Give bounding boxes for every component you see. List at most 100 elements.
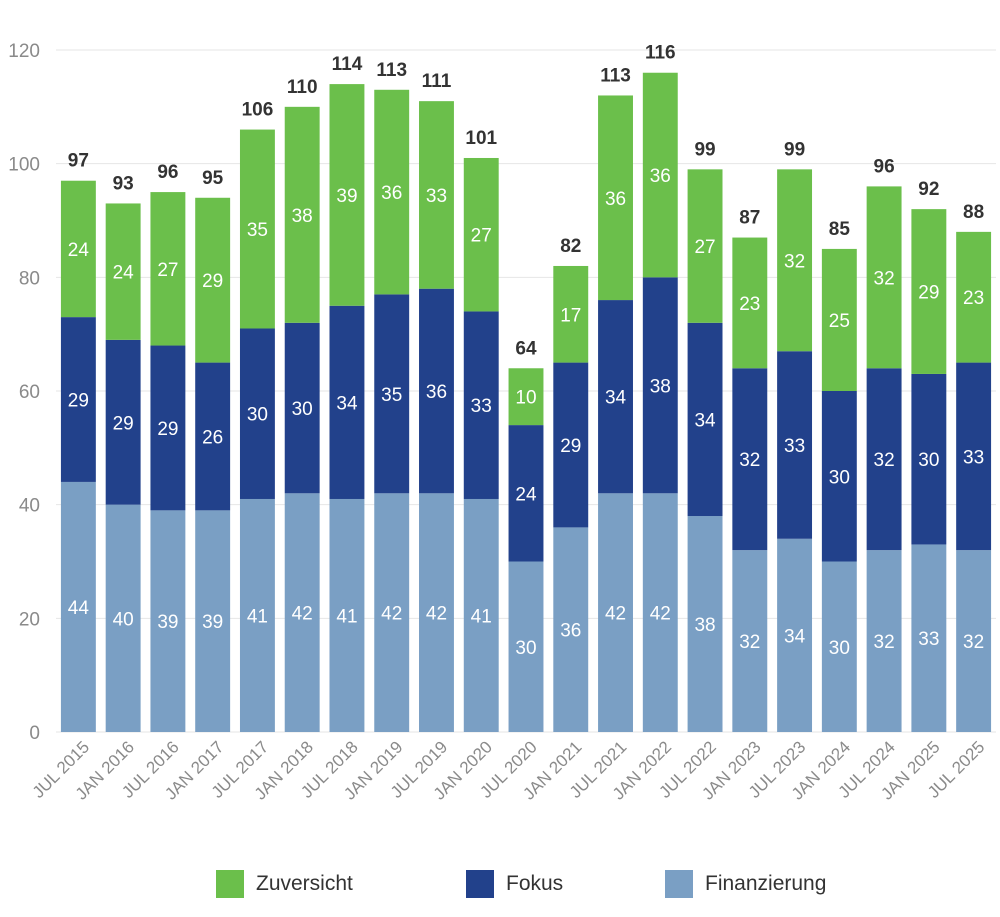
- segment-value-label: 41: [247, 606, 268, 627]
- bar-segment-finanzierung: [463, 498, 499, 732]
- bar-segment-zuversicht: [821, 248, 857, 391]
- bar-segment-fokus: [150, 345, 186, 511]
- bars: [60, 72, 992, 732]
- bar-segment-zuversicht: [956, 231, 992, 363]
- total-value-label: 113: [376, 60, 407, 81]
- bar-segment-zuversicht: [419, 101, 454, 289]
- total-value-label: 95: [202, 168, 224, 189]
- segment-labels: 44 29 24 40 29 24 39 29 27 39 26 29 41 30 35 42 30 38 41 34…: [68, 166, 984, 659]
- bar-segment-fokus: [732, 368, 768, 551]
- y-tick-label: 20: [19, 609, 40, 630]
- segment-value-label: 39: [202, 612, 223, 633]
- segment-value-label: 40: [113, 609, 134, 630]
- segment-value-label: 42: [426, 604, 447, 625]
- bar-segment-fokus: [508, 425, 544, 562]
- segment-value-label: 10: [515, 388, 536, 409]
- segment-value-label: 29: [157, 419, 178, 440]
- y-tick-label: 80: [19, 268, 40, 289]
- segment-value-label: 33: [918, 629, 939, 650]
- total-value-label: 110: [287, 77, 318, 98]
- segment-value-label: 38: [694, 615, 715, 636]
- segment-value-label: 26: [202, 427, 223, 448]
- segment-value-label: 30: [515, 638, 536, 659]
- total-labels: 97 93 96 95 106 110 114 113 111 101 64 82 113 116 99 87…: [68, 43, 984, 360]
- bar-segment-fokus: [329, 305, 365, 499]
- legend-label-zuversicht: Zuversicht: [256, 872, 353, 895]
- bar-segment-finanzierung: [687, 516, 723, 732]
- total-value-label: 97: [68, 151, 89, 172]
- segment-value-label: 42: [650, 604, 671, 625]
- legend-item-zuversicht: Zuversicht: [216, 870, 353, 898]
- bar-segment-zuversicht: [732, 237, 768, 369]
- segment-value-label: 35: [381, 385, 402, 406]
- total-value-label: 88: [963, 202, 984, 223]
- bar-segment-zuversicht: [687, 169, 723, 323]
- bar-segment-zuversicht: [195, 197, 231, 363]
- segment-value-label: 39: [157, 612, 178, 633]
- segment-value-label: 25: [829, 311, 850, 332]
- legend-swatch-zuversicht: [216, 870, 244, 898]
- segment-value-label: 30: [292, 399, 313, 420]
- legend-item-fokus: Fokus: [466, 870, 563, 898]
- total-value-label: 106: [242, 100, 274, 121]
- segment-value-label: 32: [874, 450, 895, 471]
- bar-segment-fokus: [284, 322, 320, 494]
- bar-segment-finanzierung: [508, 561, 544, 732]
- segment-value-label: 30: [829, 467, 850, 488]
- segment-value-label: 32: [739, 632, 760, 653]
- bar-segment-fokus: [642, 277, 678, 494]
- legend-label-finanzierung: Finanzierung: [705, 872, 827, 895]
- bar-segment-zuversicht: [374, 89, 410, 295]
- bar-segment-finanzierung: [60, 481, 96, 732]
- total-value-label: 114: [332, 54, 363, 75]
- bar-segment-zuversicht: [911, 209, 947, 374]
- bar-segment-zuversicht: [239, 129, 275, 329]
- bar-segment-zuversicht: [463, 157, 499, 312]
- segment-value-label: 41: [471, 606, 492, 627]
- bar-segment-finanzierung: [150, 510, 186, 732]
- segment-value-label: 27: [471, 226, 492, 247]
- stacked-bar-chart: 0 20 40 60 80 100 120 44 29 24 40 29 24 39 29 27 39 26 29…: [8, 41, 996, 804]
- bar-segment-fokus: [60, 317, 96, 482]
- bar-segment-fokus: [821, 391, 857, 562]
- bar-segment-finanzierung: [239, 498, 275, 732]
- legend-swatch-finanzierung: [665, 870, 693, 898]
- bar-segment-zuversicht: [329, 84, 365, 306]
- bar-segment-finanzierung: [195, 510, 231, 732]
- total-value-label: 99: [694, 139, 715, 160]
- segment-value-label: 35: [247, 220, 268, 241]
- total-value-label: 99: [784, 139, 805, 160]
- segment-value-label: 30: [918, 450, 939, 471]
- bar-segment-finanzierung: [866, 550, 902, 732]
- y-axis-ticks: 0 20 40 60 80 100 120: [8, 41, 40, 744]
- segment-value-label: 33: [426, 186, 447, 207]
- bar-segment-fokus: [374, 294, 410, 494]
- segment-value-label: 30: [247, 405, 268, 426]
- total-value-label: 82: [560, 236, 581, 257]
- legend-label-fokus: Fokus: [506, 872, 564, 895]
- segment-value-label: 38: [292, 206, 313, 227]
- bar-segment-finanzierung: [284, 493, 320, 732]
- segment-value-label: 32: [963, 632, 984, 653]
- segment-value-label: 17: [560, 305, 581, 326]
- segment-value-label: 30: [829, 638, 850, 659]
- bar-segment-finanzierung: [732, 550, 768, 732]
- segment-value-label: 32: [874, 632, 895, 653]
- bar-segment-zuversicht: [105, 203, 141, 340]
- bar-segment-zuversicht: [508, 368, 544, 426]
- segment-value-label: 23: [739, 294, 760, 315]
- bar-segment-finanzierung: [553, 527, 589, 732]
- segment-value-label: 39: [336, 186, 357, 207]
- bar-segment-fokus: [777, 351, 813, 539]
- bar-segment-zuversicht: [642, 72, 678, 278]
- segment-value-label: 29: [113, 413, 134, 434]
- total-value-label: 101: [465, 128, 497, 149]
- segment-value-label: 29: [68, 391, 89, 412]
- segment-value-label: 38: [650, 376, 671, 397]
- segment-value-label: 36: [605, 189, 626, 210]
- bar-segment-fokus: [419, 288, 454, 494]
- segment-value-label: 24: [515, 484, 537, 505]
- segment-value-label: 36: [426, 382, 447, 403]
- legend-swatch-fokus: [466, 870, 494, 898]
- y-tick-label: 60: [19, 382, 40, 403]
